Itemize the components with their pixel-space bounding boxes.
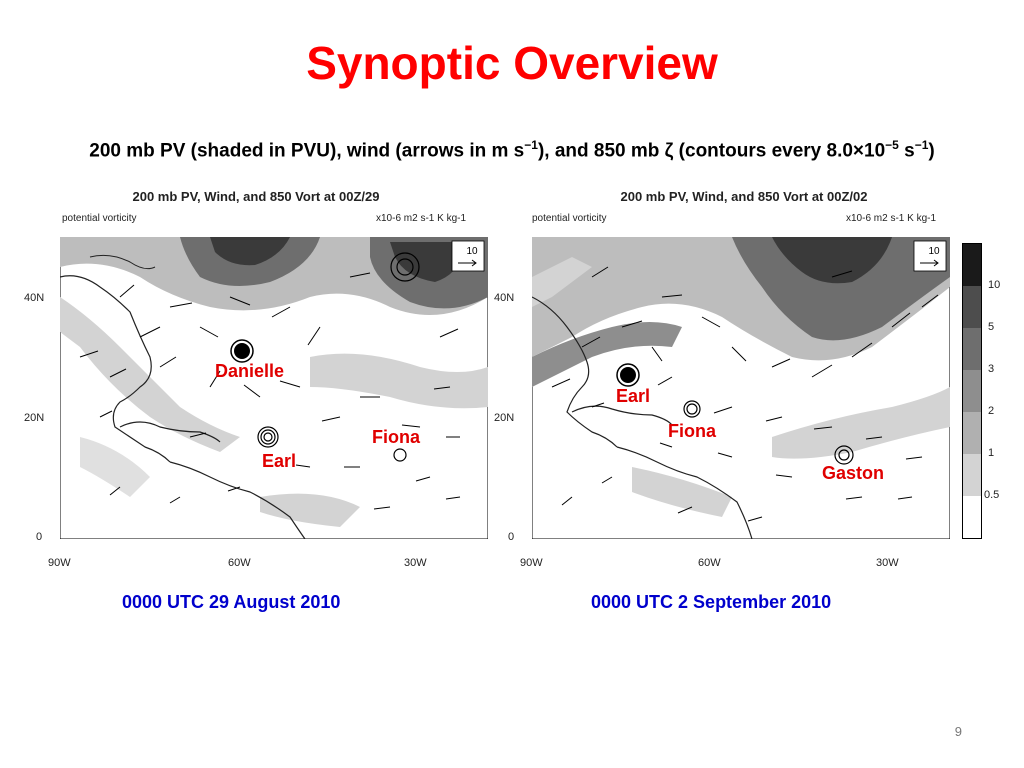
lat-label-40n: 40N <box>494 292 515 304</box>
unit-label: x10-6 m2 s-1 K kg-1 <box>376 213 467 224</box>
colorbar-label: 2 <box>988 405 995 417</box>
subtitle-part-4: ) <box>928 140 935 162</box>
colorbar-label: 10 <box>988 279 1001 291</box>
colorbar-label: 3 <box>988 363 995 375</box>
storm-label-gaston: Gaston <box>822 463 885 483</box>
lat-label-20n: 20N <box>24 412 45 424</box>
subtitle-sup-3: −1 <box>914 138 929 152</box>
colorbar-swatch <box>963 244 981 286</box>
storm-label-earl: Earl <box>616 386 651 406</box>
page-number: 9 <box>954 724 962 739</box>
lat-label-0: 0 <box>36 531 43 543</box>
storm-label-fiona: Fiona <box>668 421 716 441</box>
map-right: 10 <box>532 237 950 539</box>
pv-label: potential vorticity <box>532 213 607 224</box>
map-panel-right: 200 mb PV, Wind, and 850 Vort at 00Z/02 … <box>494 185 1010 585</box>
lon-label-90w: 90W <box>48 557 71 569</box>
colorbar-swatch <box>963 328 981 370</box>
unit-label: x10-6 m2 s-1 K kg-1 <box>846 213 937 224</box>
storm-label-danielle: Danielle <box>215 361 285 381</box>
storm-label-earl: Earl <box>262 451 297 471</box>
colorbar-swatch <box>963 496 981 538</box>
colorbar-swatch <box>963 370 981 412</box>
lon-label-30w: 30W <box>404 557 427 569</box>
colorbar-swatch <box>963 412 981 454</box>
slide-title: Synoptic Overview <box>306 37 718 89</box>
colorbar-label: 1 <box>988 447 995 459</box>
lat-label-40n: 40N <box>24 292 45 304</box>
ref-vector-label: 10 <box>466 246 478 257</box>
ref-vector-label: 10 <box>928 246 940 257</box>
colorbar-swatch <box>963 286 981 328</box>
slide-subtitle: 200 mb PV (shaded in PVU), wind (arrows … <box>0 138 1024 162</box>
map-panel-left: 200 mb PV, Wind, and 850 Vort at 00Z/29 … <box>14 185 498 585</box>
lat-label-20n: 20N <box>494 412 515 424</box>
lon-label-30w: 30W <box>876 557 899 569</box>
subtitle-sup-1: −1 <box>524 138 538 152</box>
pv-label: potential vorticity <box>62 213 137 224</box>
date-right: 0000 UTC 2 September 2010 <box>591 592 832 612</box>
lon-label-60w: 60W <box>228 557 251 569</box>
colorbar-label: 0.5 <box>984 489 1000 501</box>
lat-label-0: 0 <box>508 531 515 543</box>
colorbar-label: 5 <box>988 321 995 333</box>
subtitle-part-2: ), and 850 mb ζ (contours every 8.0×10 <box>537 140 886 162</box>
subtitle-sup-2: −5 <box>885 138 899 152</box>
lon-label-90w: 90W <box>520 557 543 569</box>
panel-title: 200 mb PV, Wind, and 850 Vort at 00Z/29 <box>132 189 380 204</box>
subtitle-part-1: 200 mb PV (shaded in PVU), wind (arrows … <box>89 140 525 162</box>
date-left: 0000 UTC 29 August 2010 <box>122 592 341 612</box>
pv-colorbar <box>962 243 982 539</box>
panel-title: 200 mb PV, Wind, and 850 Vort at 00Z/02 <box>620 189 868 204</box>
lon-label-60w: 60W <box>698 557 721 569</box>
storm-label-fiona: Fiona <box>372 427 420 447</box>
map-left: 10 <box>60 237 488 539</box>
subtitle-part-3: s <box>898 140 915 162</box>
colorbar-swatch <box>963 454 981 496</box>
